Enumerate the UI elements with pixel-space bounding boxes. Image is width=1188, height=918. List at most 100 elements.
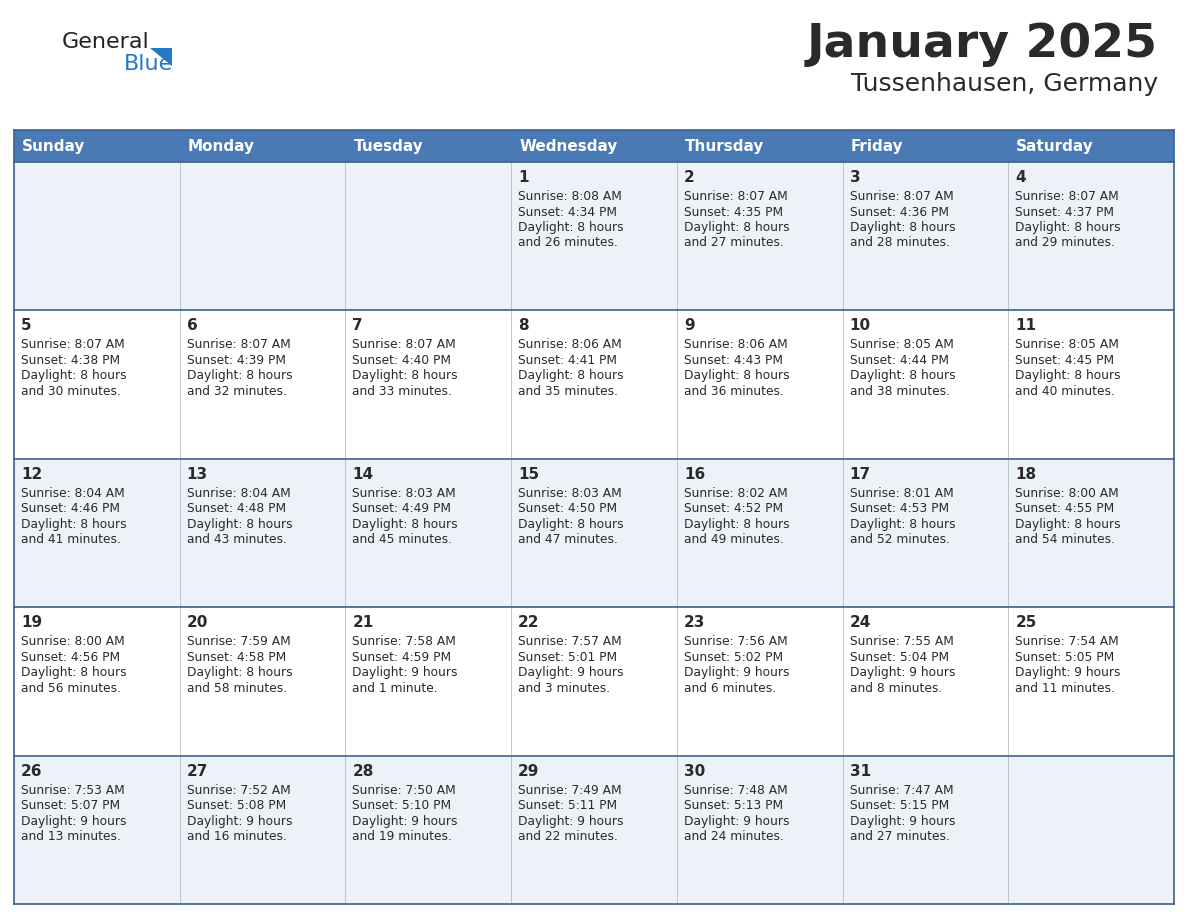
- Text: and 24 minutes.: and 24 minutes.: [684, 830, 784, 843]
- Text: and 32 minutes.: and 32 minutes.: [187, 385, 286, 397]
- Text: Daylight: 8 hours: Daylight: 8 hours: [684, 369, 790, 383]
- Text: 2: 2: [684, 170, 695, 185]
- Text: and 6 minutes.: and 6 minutes.: [684, 682, 776, 695]
- Text: and 30 minutes.: and 30 minutes.: [21, 385, 121, 397]
- Text: 20: 20: [187, 615, 208, 630]
- Text: Friday: Friday: [851, 139, 903, 153]
- Text: and 38 minutes.: and 38 minutes.: [849, 385, 949, 397]
- Text: Sunset: 4:41 PM: Sunset: 4:41 PM: [518, 354, 617, 367]
- Text: 24: 24: [849, 615, 871, 630]
- Text: and 27 minutes.: and 27 minutes.: [684, 237, 784, 250]
- Bar: [179, 130, 346, 162]
- Text: 8: 8: [518, 319, 529, 333]
- Text: 14: 14: [353, 466, 373, 482]
- Text: 22: 22: [518, 615, 539, 630]
- Text: Sunset: 4:44 PM: Sunset: 4:44 PM: [849, 354, 948, 367]
- Text: Sunday: Sunday: [23, 139, 86, 153]
- Text: Sunrise: 8:03 AM: Sunrise: 8:03 AM: [518, 487, 621, 499]
- Text: Sunset: 4:35 PM: Sunset: 4:35 PM: [684, 206, 783, 218]
- Text: Sunrise: 8:00 AM: Sunrise: 8:00 AM: [21, 635, 125, 648]
- Text: Daylight: 9 hours: Daylight: 9 hours: [353, 666, 457, 679]
- Text: Daylight: 8 hours: Daylight: 8 hours: [21, 518, 127, 531]
- Text: and 52 minutes.: and 52 minutes.: [849, 533, 949, 546]
- Bar: [1009, 130, 1174, 162]
- Text: Daylight: 8 hours: Daylight: 8 hours: [684, 221, 790, 234]
- Text: Sunset: 4:43 PM: Sunset: 4:43 PM: [684, 354, 783, 367]
- Bar: [14, 756, 1174, 904]
- Text: Daylight: 8 hours: Daylight: 8 hours: [21, 666, 127, 679]
- Text: Sunset: 4:59 PM: Sunset: 4:59 PM: [353, 651, 451, 664]
- Text: and 3 minutes.: and 3 minutes.: [518, 682, 611, 695]
- Text: Wednesday: Wednesday: [519, 139, 618, 153]
- Text: Sunset: 4:50 PM: Sunset: 4:50 PM: [518, 502, 618, 515]
- Bar: [14, 162, 1174, 310]
- Text: Sunrise: 8:00 AM: Sunrise: 8:00 AM: [1016, 487, 1119, 499]
- Text: Sunset: 4:56 PM: Sunset: 4:56 PM: [21, 651, 120, 664]
- Text: Sunrise: 8:05 AM: Sunrise: 8:05 AM: [849, 339, 954, 352]
- Text: Sunset: 5:13 PM: Sunset: 5:13 PM: [684, 799, 783, 812]
- Text: Sunrise: 8:07 AM: Sunrise: 8:07 AM: [1016, 190, 1119, 203]
- Text: Sunrise: 8:02 AM: Sunrise: 8:02 AM: [684, 487, 788, 499]
- Text: General: General: [62, 32, 150, 52]
- Bar: [14, 607, 1174, 756]
- Text: Sunrise: 8:03 AM: Sunrise: 8:03 AM: [353, 487, 456, 499]
- Text: Daylight: 8 hours: Daylight: 8 hours: [518, 369, 624, 383]
- Text: Sunset: 4:58 PM: Sunset: 4:58 PM: [187, 651, 286, 664]
- Text: Sunrise: 8:05 AM: Sunrise: 8:05 AM: [1016, 339, 1119, 352]
- Text: 30: 30: [684, 764, 706, 778]
- Text: Sunrise: 8:04 AM: Sunrise: 8:04 AM: [21, 487, 125, 499]
- Text: Daylight: 8 hours: Daylight: 8 hours: [1016, 518, 1121, 531]
- Text: Sunset: 4:45 PM: Sunset: 4:45 PM: [1016, 354, 1114, 367]
- Text: Daylight: 9 hours: Daylight: 9 hours: [684, 814, 789, 828]
- Text: Daylight: 9 hours: Daylight: 9 hours: [518, 666, 624, 679]
- Text: Saturday: Saturday: [1016, 139, 1094, 153]
- Text: and 19 minutes.: and 19 minutes.: [353, 830, 453, 843]
- Text: 9: 9: [684, 319, 695, 333]
- Text: Sunset: 4:34 PM: Sunset: 4:34 PM: [518, 206, 617, 218]
- Bar: [14, 130, 179, 162]
- Text: Sunrise: 8:07 AM: Sunrise: 8:07 AM: [684, 190, 788, 203]
- Text: Sunset: 5:10 PM: Sunset: 5:10 PM: [353, 799, 451, 812]
- Text: 6: 6: [187, 319, 197, 333]
- Text: Daylight: 9 hours: Daylight: 9 hours: [1016, 666, 1120, 679]
- Text: Sunrise: 7:53 AM: Sunrise: 7:53 AM: [21, 784, 125, 797]
- Text: and 43 minutes.: and 43 minutes.: [187, 533, 286, 546]
- Text: Sunrise: 7:47 AM: Sunrise: 7:47 AM: [849, 784, 953, 797]
- Bar: [677, 130, 842, 162]
- Text: and 26 minutes.: and 26 minutes.: [518, 237, 618, 250]
- Text: Daylight: 9 hours: Daylight: 9 hours: [849, 666, 955, 679]
- Text: 27: 27: [187, 764, 208, 778]
- Text: and 28 minutes.: and 28 minutes.: [849, 237, 949, 250]
- Text: Daylight: 9 hours: Daylight: 9 hours: [353, 814, 457, 828]
- Text: 18: 18: [1016, 466, 1036, 482]
- Text: 17: 17: [849, 466, 871, 482]
- Text: 3: 3: [849, 170, 860, 185]
- Text: Sunset: 5:02 PM: Sunset: 5:02 PM: [684, 651, 783, 664]
- Text: Sunrise: 8:07 AM: Sunrise: 8:07 AM: [187, 339, 290, 352]
- Text: and 36 minutes.: and 36 minutes.: [684, 385, 784, 397]
- Text: Daylight: 9 hours: Daylight: 9 hours: [21, 814, 126, 828]
- Text: Sunset: 4:37 PM: Sunset: 4:37 PM: [1016, 206, 1114, 218]
- Text: Daylight: 9 hours: Daylight: 9 hours: [849, 814, 955, 828]
- Text: Blue: Blue: [124, 54, 173, 74]
- Text: Sunset: 4:53 PM: Sunset: 4:53 PM: [849, 502, 949, 515]
- Text: 10: 10: [849, 319, 871, 333]
- Text: 11: 11: [1016, 319, 1036, 333]
- Bar: [346, 130, 511, 162]
- Text: and 29 minutes.: and 29 minutes.: [1016, 237, 1116, 250]
- Text: 15: 15: [518, 466, 539, 482]
- Text: Sunrise: 8:08 AM: Sunrise: 8:08 AM: [518, 190, 623, 203]
- Text: Sunset: 5:07 PM: Sunset: 5:07 PM: [21, 799, 120, 812]
- Text: Daylight: 8 hours: Daylight: 8 hours: [849, 221, 955, 234]
- Text: Sunrise: 8:01 AM: Sunrise: 8:01 AM: [849, 487, 953, 499]
- Text: Sunset: 4:40 PM: Sunset: 4:40 PM: [353, 354, 451, 367]
- Text: Daylight: 9 hours: Daylight: 9 hours: [684, 666, 789, 679]
- Text: 29: 29: [518, 764, 539, 778]
- Text: and 47 minutes.: and 47 minutes.: [518, 533, 618, 546]
- Text: 31: 31: [849, 764, 871, 778]
- Text: Sunset: 5:04 PM: Sunset: 5:04 PM: [849, 651, 949, 664]
- Text: and 16 minutes.: and 16 minutes.: [187, 830, 286, 843]
- Text: Sunset: 4:49 PM: Sunset: 4:49 PM: [353, 502, 451, 515]
- Text: and 13 minutes.: and 13 minutes.: [21, 830, 121, 843]
- Text: Daylight: 8 hours: Daylight: 8 hours: [1016, 221, 1121, 234]
